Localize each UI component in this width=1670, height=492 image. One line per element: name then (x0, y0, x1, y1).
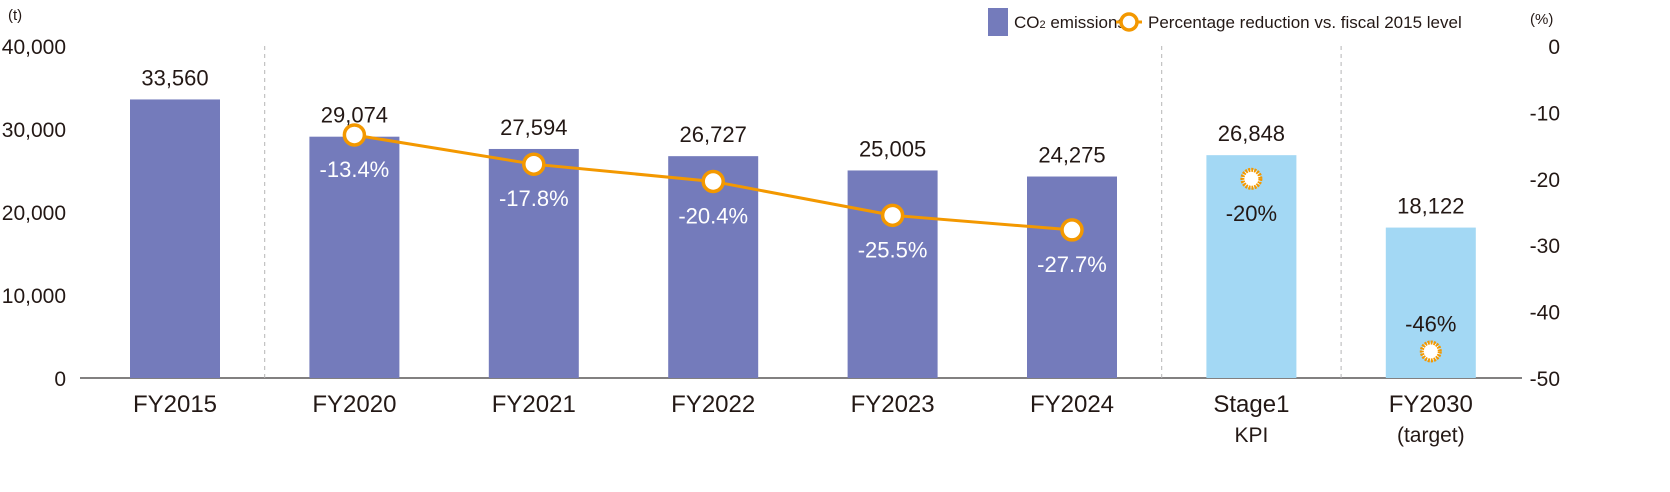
left-axis-unit: (t) (8, 7, 22, 24)
reduction-marker (342, 123, 367, 147)
right-tick-label: -20 (1530, 169, 1560, 192)
bar-value-label: 25,005 (859, 136, 926, 161)
x-tick-label: FY2021 (492, 391, 576, 418)
reduction-marker (701, 169, 725, 194)
x-tick-label: FY2015 (133, 391, 217, 418)
reduction-label: -20.4% (678, 203, 748, 228)
reduction-marker (1419, 340, 1442, 363)
right-axis-unit: (%) (1530, 11, 1553, 28)
reduction-label: -46% (1405, 311, 1456, 336)
x-tick-label: FY2023 (851, 391, 935, 418)
bar-value-label: 27,594 (500, 115, 567, 140)
x-tick-label: FY2020 (312, 391, 396, 418)
legend-line-marker (1119, 12, 1139, 32)
bar-value-label: 18,122 (1397, 194, 1464, 219)
left-tick-label: 0 (54, 368, 66, 391)
legend-line-label: Percentage reduction vs. fiscal 2015 lev… (1148, 13, 1462, 32)
legend: CO2 emissions Percentage reduction vs. f… (988, 8, 1462, 36)
bar-value-label: 33,560 (141, 65, 208, 90)
left-tick-label: 10,000 (2, 285, 66, 308)
reduction-label: -27.7% (1037, 252, 1107, 277)
left-tick-label: 40,000 (2, 36, 66, 59)
bar-value-label: 26,727 (680, 122, 747, 147)
bar-value-label: 29,074 (321, 103, 388, 128)
reduction-marker (1240, 167, 1263, 190)
x-tick-label: FY2022 (671, 391, 755, 418)
bar-fy2024 (1027, 176, 1117, 378)
reduction-label: -17.8% (499, 186, 569, 211)
reduction-label: -25.5% (858, 237, 928, 262)
right-tick-label: 0 (1548, 36, 1560, 59)
x-tick-label: (target) (1397, 424, 1465, 447)
reduction-marker (1060, 218, 1084, 242)
right-tick-label: -50 (1530, 368, 1560, 391)
bar-stage1 (1206, 155, 1297, 378)
x-tick-label: KPI (1234, 424, 1268, 447)
x-tick-label: FY2024 (1030, 391, 1114, 418)
bar-value-label: 24,275 (1038, 143, 1105, 168)
bar-fy2023 (847, 170, 938, 378)
reduction-label: -20% (1226, 201, 1277, 226)
legend-bar-label: CO2 emissions (1014, 13, 1126, 32)
bar-value-label: 26,848 (1218, 121, 1285, 146)
x-tick-label: Stage1 (1213, 391, 1289, 418)
reduction-label: -13.4% (320, 157, 390, 182)
reduction-marker (880, 203, 905, 228)
bar-fy2021 (488, 148, 579, 378)
left-tick-label: 20,000 (2, 202, 66, 225)
bar-fy2015 (130, 99, 220, 379)
bar-fy2020 (309, 136, 400, 378)
x-tick-label: FY2030 (1389, 391, 1473, 418)
legend-bar-swatch (988, 8, 1008, 36)
right-tick-label: -30 (1530, 235, 1560, 258)
right-tick-label: -40 (1530, 302, 1560, 325)
left-tick-label: 30,000 (2, 119, 66, 142)
reduction-marker (522, 152, 546, 176)
right-tick-label: -10 (1530, 102, 1560, 125)
